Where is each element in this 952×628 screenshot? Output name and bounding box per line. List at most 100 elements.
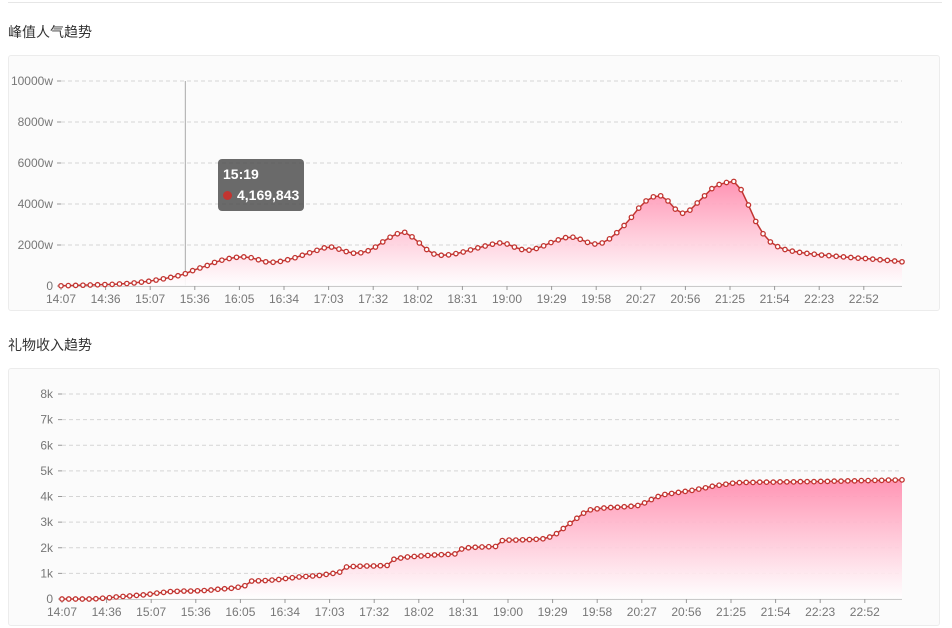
- data-point[interactable]: [384, 562, 391, 569]
- data-point[interactable]: [153, 277, 159, 283]
- data-point[interactable]: [235, 584, 241, 591]
- data-point[interactable]: [540, 242, 547, 249]
- data-point[interactable]: [138, 279, 145, 285]
- data-point[interactable]: [899, 476, 905, 483]
- data-point[interactable]: [160, 275, 167, 282]
- data-point[interactable]: [694, 200, 701, 206]
- data-point[interactable]: [181, 588, 187, 594]
- data-point[interactable]: [869, 256, 876, 262]
- data-point[interactable]: [716, 482, 722, 489]
- data-point[interactable]: [248, 254, 254, 261]
- data-point[interactable]: [811, 478, 817, 485]
- data-point[interactable]: [397, 555, 404, 561]
- data-point[interactable]: [460, 249, 467, 255]
- data-point[interactable]: [723, 481, 729, 488]
- data-point[interactable]: [292, 254, 298, 261]
- data-point[interactable]: [411, 553, 418, 560]
- data-point[interactable]: [126, 593, 133, 599]
- data-point[interactable]: [826, 252, 832, 259]
- gift-income-svg[interactable]: 0 1k 2k 3k 4k 5k 6k 7k 8k 14:07 14:36 15:07 15:36 16:…: [9, 369, 939, 625]
- data-point[interactable]: [540, 535, 546, 542]
- data-point[interactable]: [621, 503, 628, 510]
- data-point[interactable]: [872, 477, 878, 484]
- data-point[interactable]: [679, 210, 686, 217]
- data-point[interactable]: [601, 505, 607, 511]
- data-point[interactable]: [424, 552, 431, 559]
- data-point[interactable]: [72, 596, 79, 602]
- data-point[interactable]: [467, 247, 474, 253]
- data-point[interactable]: [465, 544, 472, 551]
- data-point[interactable]: [269, 577, 275, 583]
- data-point[interactable]: [80, 282, 86, 289]
- data-point[interactable]: [756, 479, 763, 486]
- data-point[interactable]: [262, 577, 269, 584]
- data-point[interactable]: [858, 477, 865, 484]
- data-point[interactable]: [330, 570, 336, 577]
- data-point[interactable]: [577, 236, 584, 243]
- data-point[interactable]: [65, 596, 72, 602]
- data-point[interactable]: [723, 179, 730, 186]
- data-point[interactable]: [94, 281, 101, 288]
- data-point[interactable]: [370, 563, 377, 569]
- data-point[interactable]: [745, 202, 752, 208]
- data-point[interactable]: [182, 270, 189, 277]
- data-point[interactable]: [194, 587, 201, 594]
- data-point[interactable]: [606, 236, 613, 242]
- data-point[interactable]: [109, 281, 116, 288]
- data-point[interactable]: [738, 186, 744, 193]
- data-point[interactable]: [102, 281, 108, 288]
- data-point[interactable]: [79, 596, 86, 602]
- data-point[interactable]: [770, 479, 777, 486]
- data-point[interactable]: [99, 595, 106, 602]
- data-point[interactable]: [526, 247, 532, 253]
- data-point[interactable]: [695, 486, 702, 492]
- data-point[interactable]: [59, 596, 65, 602]
- data-point[interactable]: [147, 591, 153, 597]
- data-point[interactable]: [72, 282, 79, 289]
- data-point[interactable]: [328, 244, 335, 250]
- data-point[interactable]: [555, 237, 562, 243]
- data-point[interactable]: [818, 252, 825, 258]
- data-point[interactable]: [131, 280, 137, 286]
- data-point[interactable]: [865, 477, 871, 484]
- data-point[interactable]: [750, 479, 756, 486]
- data-point[interactable]: [655, 493, 661, 500]
- data-point[interactable]: [303, 573, 309, 580]
- data-point[interactable]: [226, 255, 233, 262]
- data-point[interactable]: [634, 502, 641, 509]
- data-point[interactable]: [838, 478, 844, 484]
- data-point[interactable]: [804, 250, 810, 257]
- data-point[interactable]: [504, 241, 510, 247]
- data-point[interactable]: [175, 272, 181, 279]
- data-point[interactable]: [86, 596, 92, 602]
- data-point[interactable]: [365, 247, 371, 254]
- data-point[interactable]: [783, 479, 790, 485]
- data-point[interactable]: [445, 551, 451, 558]
- data-point[interactable]: [167, 588, 174, 595]
- data-point[interactable]: [284, 256, 291, 263]
- data-point[interactable]: [409, 233, 415, 240]
- data-point[interactable]: [526, 536, 533, 543]
- data-point[interactable]: [648, 496, 655, 503]
- data-point[interactable]: [672, 206, 679, 212]
- data-point[interactable]: [255, 577, 262, 584]
- data-point[interactable]: [204, 262, 211, 269]
- data-point[interactable]: [299, 252, 306, 259]
- data-point[interactable]: [763, 479, 770, 486]
- data-point[interactable]: [892, 477, 899, 483]
- data-point[interactable]: [277, 258, 284, 265]
- data-point[interactable]: [844, 478, 851, 484]
- data-point[interactable]: [336, 246, 342, 252]
- data-point[interactable]: [282, 575, 289, 582]
- data-point[interactable]: [851, 478, 858, 484]
- data-point[interactable]: [614, 504, 621, 511]
- data-point[interactable]: [855, 255, 861, 261]
- data-point[interactable]: [709, 185, 715, 192]
- data-point[interactable]: [767, 239, 774, 245]
- data-point[interactable]: [211, 259, 218, 266]
- data-point[interactable]: [709, 483, 716, 490]
- data-point[interactable]: [641, 500, 648, 506]
- data-point[interactable]: [116, 281, 123, 287]
- data-point[interactable]: [899, 258, 905, 265]
- data-point[interactable]: [479, 544, 485, 550]
